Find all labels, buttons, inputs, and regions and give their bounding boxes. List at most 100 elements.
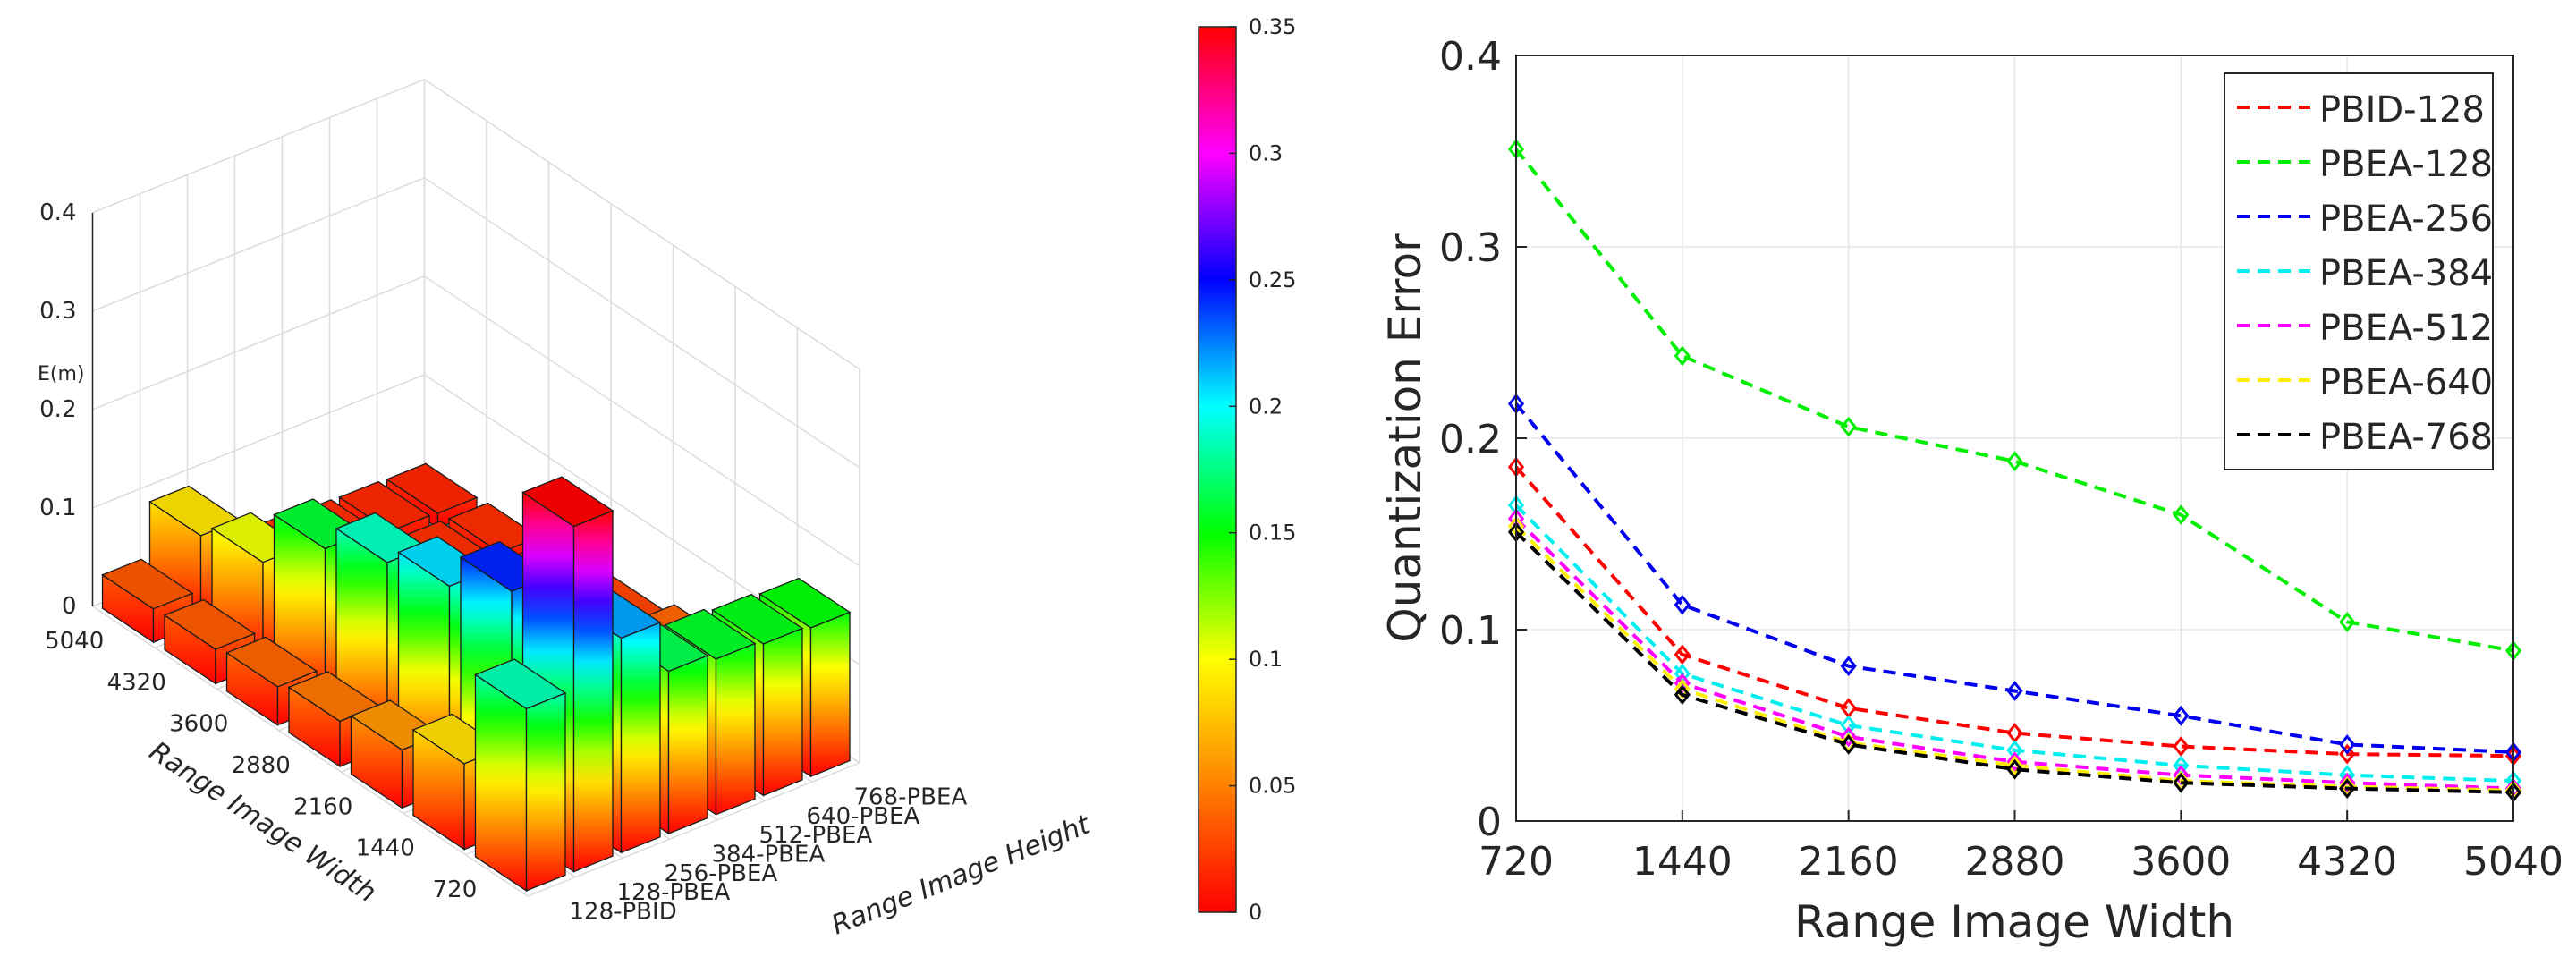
colorbar-ramp — [1198, 26, 1237, 913]
line-chart-y-tick-label: 0.2 — [1439, 417, 1502, 462]
bar3d-bar-face — [809, 611, 851, 778]
line-chart-x-tick-label: 5040 — [2463, 839, 2563, 885]
bar3d-z-tick-label: 0.4 — [39, 199, 76, 226]
bar3d-x-tick-label: 3600 — [169, 711, 228, 738]
bar3d-floor-gridline — [92, 606, 529, 897]
legend-item: PBID-128 — [2237, 89, 2485, 131]
colorbar-tick-label: 0.35 — [1249, 14, 1296, 39]
bar3d-y-tick-label: 256-PBEA — [665, 860, 778, 887]
line-chart-y-tick-label: 0.4 — [1439, 34, 1502, 80]
line-series-marker — [1840, 656, 1857, 677]
bar3d-bar-top — [386, 462, 479, 514]
line-chart-y-tick-label: 0.3 — [1439, 225, 1502, 271]
legend-item: PBEA-768 — [2237, 417, 2493, 458]
line-series-marker — [2006, 681, 2023, 701]
line-series-marker — [1674, 678, 1690, 699]
colorbar-tick-label: 0.2 — [1249, 394, 1283, 419]
line-series-path — [1514, 148, 2514, 653]
bar3d-x-tick-label: 4320 — [107, 669, 166, 696]
bar3d-x-tick-label: 2160 — [293, 793, 352, 820]
bar3d-y-tick-label: 128-PBEA — [617, 879, 731, 906]
bar3d-bar-top — [474, 658, 567, 710]
bar3d-y-tick-label: 128-PBID — [570, 898, 677, 925]
bar3d-y-tick-label: 768-PBEA — [854, 784, 968, 811]
bar3d-z-tick-label: 0.1 — [39, 495, 76, 521]
bar3d-y-tick-label: 512-PBEA — [759, 822, 873, 849]
line-chart-x-tick-label: 2160 — [1799, 839, 1899, 885]
bar3d-bar-top — [338, 480, 431, 532]
bar3d-bar-face — [474, 673, 528, 893]
line-series-path — [1514, 402, 2514, 754]
bar3d-x-tick-label: 2880 — [232, 752, 291, 779]
bar3d-bar-top — [101, 558, 194, 610]
colorbar-tick-label: 0.15 — [1249, 521, 1296, 546]
line-series-marker — [2339, 612, 2356, 632]
line-series-marker — [2339, 743, 2356, 765]
colorbar: 0 0.05 0.1 0.15 0.2 0.25 0.3 0.35 — [1198, 14, 1296, 925]
line-chart-x-tick-label: 720 — [1479, 839, 1554, 885]
bar3d-floor-gridline — [527, 762, 860, 897]
legend-label: PBID-128 — [2319, 89, 2485, 131]
line-chart-xlabel: Range Image Width — [1794, 896, 2234, 948]
bar3d-bar-face — [572, 510, 614, 873]
line-chart-x-tick-label: 4320 — [2297, 839, 2397, 885]
line-series-path — [1514, 530, 2514, 794]
legend-item: PBEA-512 — [2237, 308, 2493, 349]
line-chart-x-tick-label: 3600 — [2131, 839, 2231, 885]
line-chart: 720 1440 2160 2880 3600 4320 5040 0 0.1 0.2 0.3 0.4… — [1379, 34, 2563, 948]
legend-label: PBEA-384 — [2319, 253, 2493, 294]
bar3d-zlabel: E(m) — [38, 363, 85, 385]
line-series-marker — [2173, 504, 2190, 526]
line-chart-x-tick-label: 1440 — [1632, 839, 1733, 885]
line-chart-x-tick-label: 2880 — [1965, 839, 2065, 885]
line-series-marker — [2006, 451, 2023, 472]
bar3d-bar-face — [667, 655, 708, 834]
colorbar-tick-label: 0.3 — [1249, 140, 1283, 165]
bar3d-x-tick-label: 1440 — [356, 835, 415, 862]
legend-label: PBEA-512 — [2319, 308, 2493, 349]
bar3d-bar-face — [715, 642, 756, 816]
bar3d-bar-face — [525, 691, 566, 892]
legend-item: PBEA-256 — [2237, 199, 2493, 240]
line-chart-ylabel: Quantization Error — [1379, 233, 1431, 643]
bar3d-wall-gridline — [92, 78, 860, 370]
legend-item: PBEA-640 — [2237, 362, 2493, 403]
bar3d-x-tick-label: 720 — [433, 877, 478, 903]
bar3d-bar-top — [521, 476, 614, 528]
bar3d-bar-top — [758, 577, 852, 629]
colorbar-tick-label: 0 — [1249, 900, 1262, 925]
bar3d-z-tick-label: 0.3 — [39, 298, 76, 325]
line-series-marker — [2173, 705, 2190, 726]
legend-label: PBEA-640 — [2319, 362, 2493, 403]
line-chart-y-tick-label: 0 — [1477, 800, 1502, 845]
colorbar-tick-label: 0.05 — [1249, 774, 1296, 799]
line-series-marker — [1674, 594, 1690, 615]
bar3d-z-tick-label: 0 — [62, 593, 77, 620]
bar3d-bar-face — [762, 627, 803, 797]
legend-item: PBEA-128 — [2237, 144, 2493, 185]
bar3d-bar-top — [711, 593, 804, 645]
bar3d-wall-gridline — [92, 176, 860, 469]
bar3d-bar-face — [620, 622, 661, 854]
line-chart-legend: PBID-128 PBEA-128 PBEA-256 PBEA-384 PBEA-512… — [2224, 72, 2494, 470]
bar3d-y-tick-label: 384-PBEA — [712, 841, 826, 868]
line-series-marker — [2339, 778, 2356, 800]
line-chart-series — [1507, 139, 2522, 803]
bar3d-bars — [101, 462, 852, 893]
legend-label: PBEA-768 — [2319, 417, 2493, 458]
bar3d-y-tick-label: 640-PBEA — [807, 803, 920, 830]
legend-label: PBEA-128 — [2319, 144, 2493, 185]
line-series-marker — [2006, 755, 2023, 776]
legend-item: PBEA-384 — [2237, 253, 2493, 294]
bar3d-bar-top — [163, 598, 256, 650]
line-series-marker — [1840, 726, 1857, 748]
line-series-marker — [1674, 673, 1690, 694]
line-series-pbea-256 — [1507, 394, 2522, 763]
line-chart-ticks: 720 1440 2160 2880 3600 4320 5040 0 0.1 0.2 0.3 0.4 — [1439, 34, 2563, 885]
bar3d-ticks: 0 0.1 0.2 0.3 0.4 720 144021602880360043205040… — [39, 199, 967, 925]
line-series-marker — [1840, 733, 1857, 755]
colorbar-tick-label: 0.25 — [1249, 267, 1296, 292]
line-series-marker — [1840, 416, 1857, 437]
line-series-marker — [2006, 751, 2023, 773]
bar3d-chart: 0 0.1 0.2 0.3 0.4 720 144021602880360043205040… — [38, 78, 1096, 941]
